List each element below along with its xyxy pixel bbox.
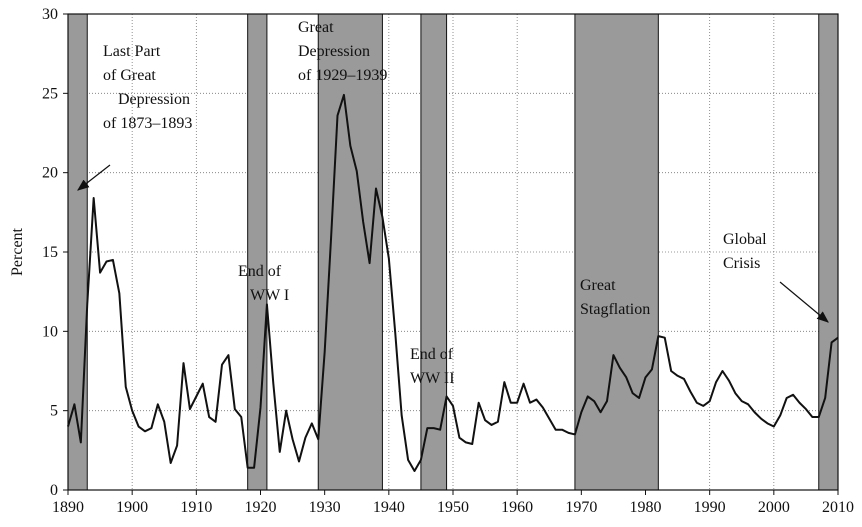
annotation: Great xyxy=(298,19,334,36)
y-tick-label: 0 xyxy=(50,482,58,499)
y-tick-label: 30 xyxy=(42,6,58,23)
y-tick-label: 5 xyxy=(50,403,58,420)
annotation: Crisis xyxy=(723,255,760,272)
x-tick-label: 1990 xyxy=(694,499,726,516)
x-tick-label: 1960 xyxy=(501,499,533,516)
x-tick-label: 2010 xyxy=(822,499,854,516)
plot-frame xyxy=(67,13,839,491)
x-tick-label: 1950 xyxy=(437,499,469,516)
annotation: WW II xyxy=(410,370,455,387)
shaded-period xyxy=(247,13,268,491)
x-tick-label: 1940 xyxy=(373,499,405,516)
annotation: WW I xyxy=(250,287,289,304)
shaded-period xyxy=(317,13,383,491)
data-line xyxy=(67,93,839,472)
annotation: Last Part xyxy=(103,43,161,60)
x-tick-label: 1910 xyxy=(180,499,212,516)
y-axis-label: Percent xyxy=(9,227,26,276)
annotation: Depression xyxy=(298,43,370,60)
annotation: of Great xyxy=(103,67,156,84)
x-tick-label: 2000 xyxy=(758,499,790,516)
x-tick-label: 1970 xyxy=(565,499,597,516)
x-tick-label: 1890 xyxy=(52,499,84,516)
annotation: Stagflation xyxy=(580,301,650,318)
shaded-period xyxy=(574,13,659,491)
annotation: Global xyxy=(723,231,767,248)
annotation: End of xyxy=(238,263,282,280)
x-tick-label: 1920 xyxy=(245,499,277,516)
y-tick-label: 25 xyxy=(42,85,58,102)
shaded-period xyxy=(818,13,839,491)
y-tick-label: 15 xyxy=(42,244,58,261)
x-tick-label: 1980 xyxy=(630,499,662,516)
x-tick-label: 1930 xyxy=(309,499,341,516)
annotation: Depression xyxy=(118,91,190,108)
y-tick-label: 10 xyxy=(42,323,58,340)
annotation-arrow xyxy=(77,164,111,191)
x-tick-label: 1900 xyxy=(116,499,148,516)
y-tick-label: 20 xyxy=(42,165,58,182)
annotation: Great xyxy=(580,277,616,294)
annotation: of 1929–1939 xyxy=(298,67,387,84)
annotation: of 1873–1893 xyxy=(103,115,192,132)
annotation: End of xyxy=(410,346,454,363)
annotation-arrow xyxy=(779,281,829,323)
